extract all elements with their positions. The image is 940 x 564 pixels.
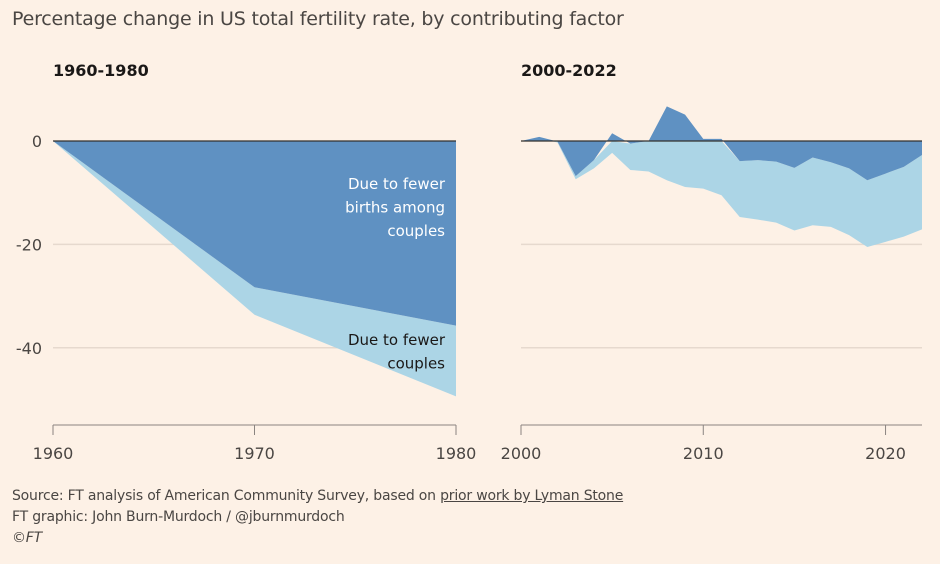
x-tick-label: 2010 <box>683 444 724 463</box>
panel-1960-1980: 1960-1980 0 -20 -40 1960 1970 1980 Due to fewer… <box>16 61 477 463</box>
area-fewer-births-among-couples <box>521 106 922 181</box>
x-tick-label: 1960 <box>33 444 74 463</box>
area-fewer-couples <box>53 141 456 397</box>
copyright: ©FT <box>12 530 43 546</box>
y-tick-label: 0 <box>32 132 42 151</box>
annotation-fewer-births: births among <box>345 199 445 217</box>
panel-title: 2000-2022 <box>521 61 617 80</box>
annotation-fewer-couples: couples <box>387 355 445 373</box>
y-tick-label: -20 <box>16 235 42 254</box>
source-link[interactable]: prior work by Lyman Stone <box>440 488 624 504</box>
area-fewer-births-among-couples <box>53 141 456 326</box>
annotation-fewer-births: couples <box>387 222 445 240</box>
y-tick-label: -40 <box>16 339 42 358</box>
annotation-fewer-couples: Due to fewer <box>348 331 446 349</box>
footer: Source: FT analysis of American Communit… <box>12 486 623 549</box>
source-text: Source: FT analysis of American Communit… <box>12 488 441 504</box>
x-tick-label: 2020 <box>865 444 906 463</box>
panel-2000-2022: 2000-2022 2000 2010 2020 <box>501 61 922 463</box>
x-tick-label: 2000 <box>501 444 542 463</box>
annotation-fewer-births: Due to fewer <box>348 175 446 193</box>
panel-title: 1960-1980 <box>53 61 149 80</box>
graphic-credit: FT graphic: John Burn-Murdoch / @jburnmu… <box>12 509 345 525</box>
chart-title: Percentage change in US total fertility … <box>12 8 624 30</box>
source-line: Source: FT analysis of American Communit… <box>12 486 623 507</box>
x-tick-label: 1970 <box>234 444 275 463</box>
x-tick-label: 1980 <box>436 444 477 463</box>
area-fewer-couples <box>521 138 922 247</box>
